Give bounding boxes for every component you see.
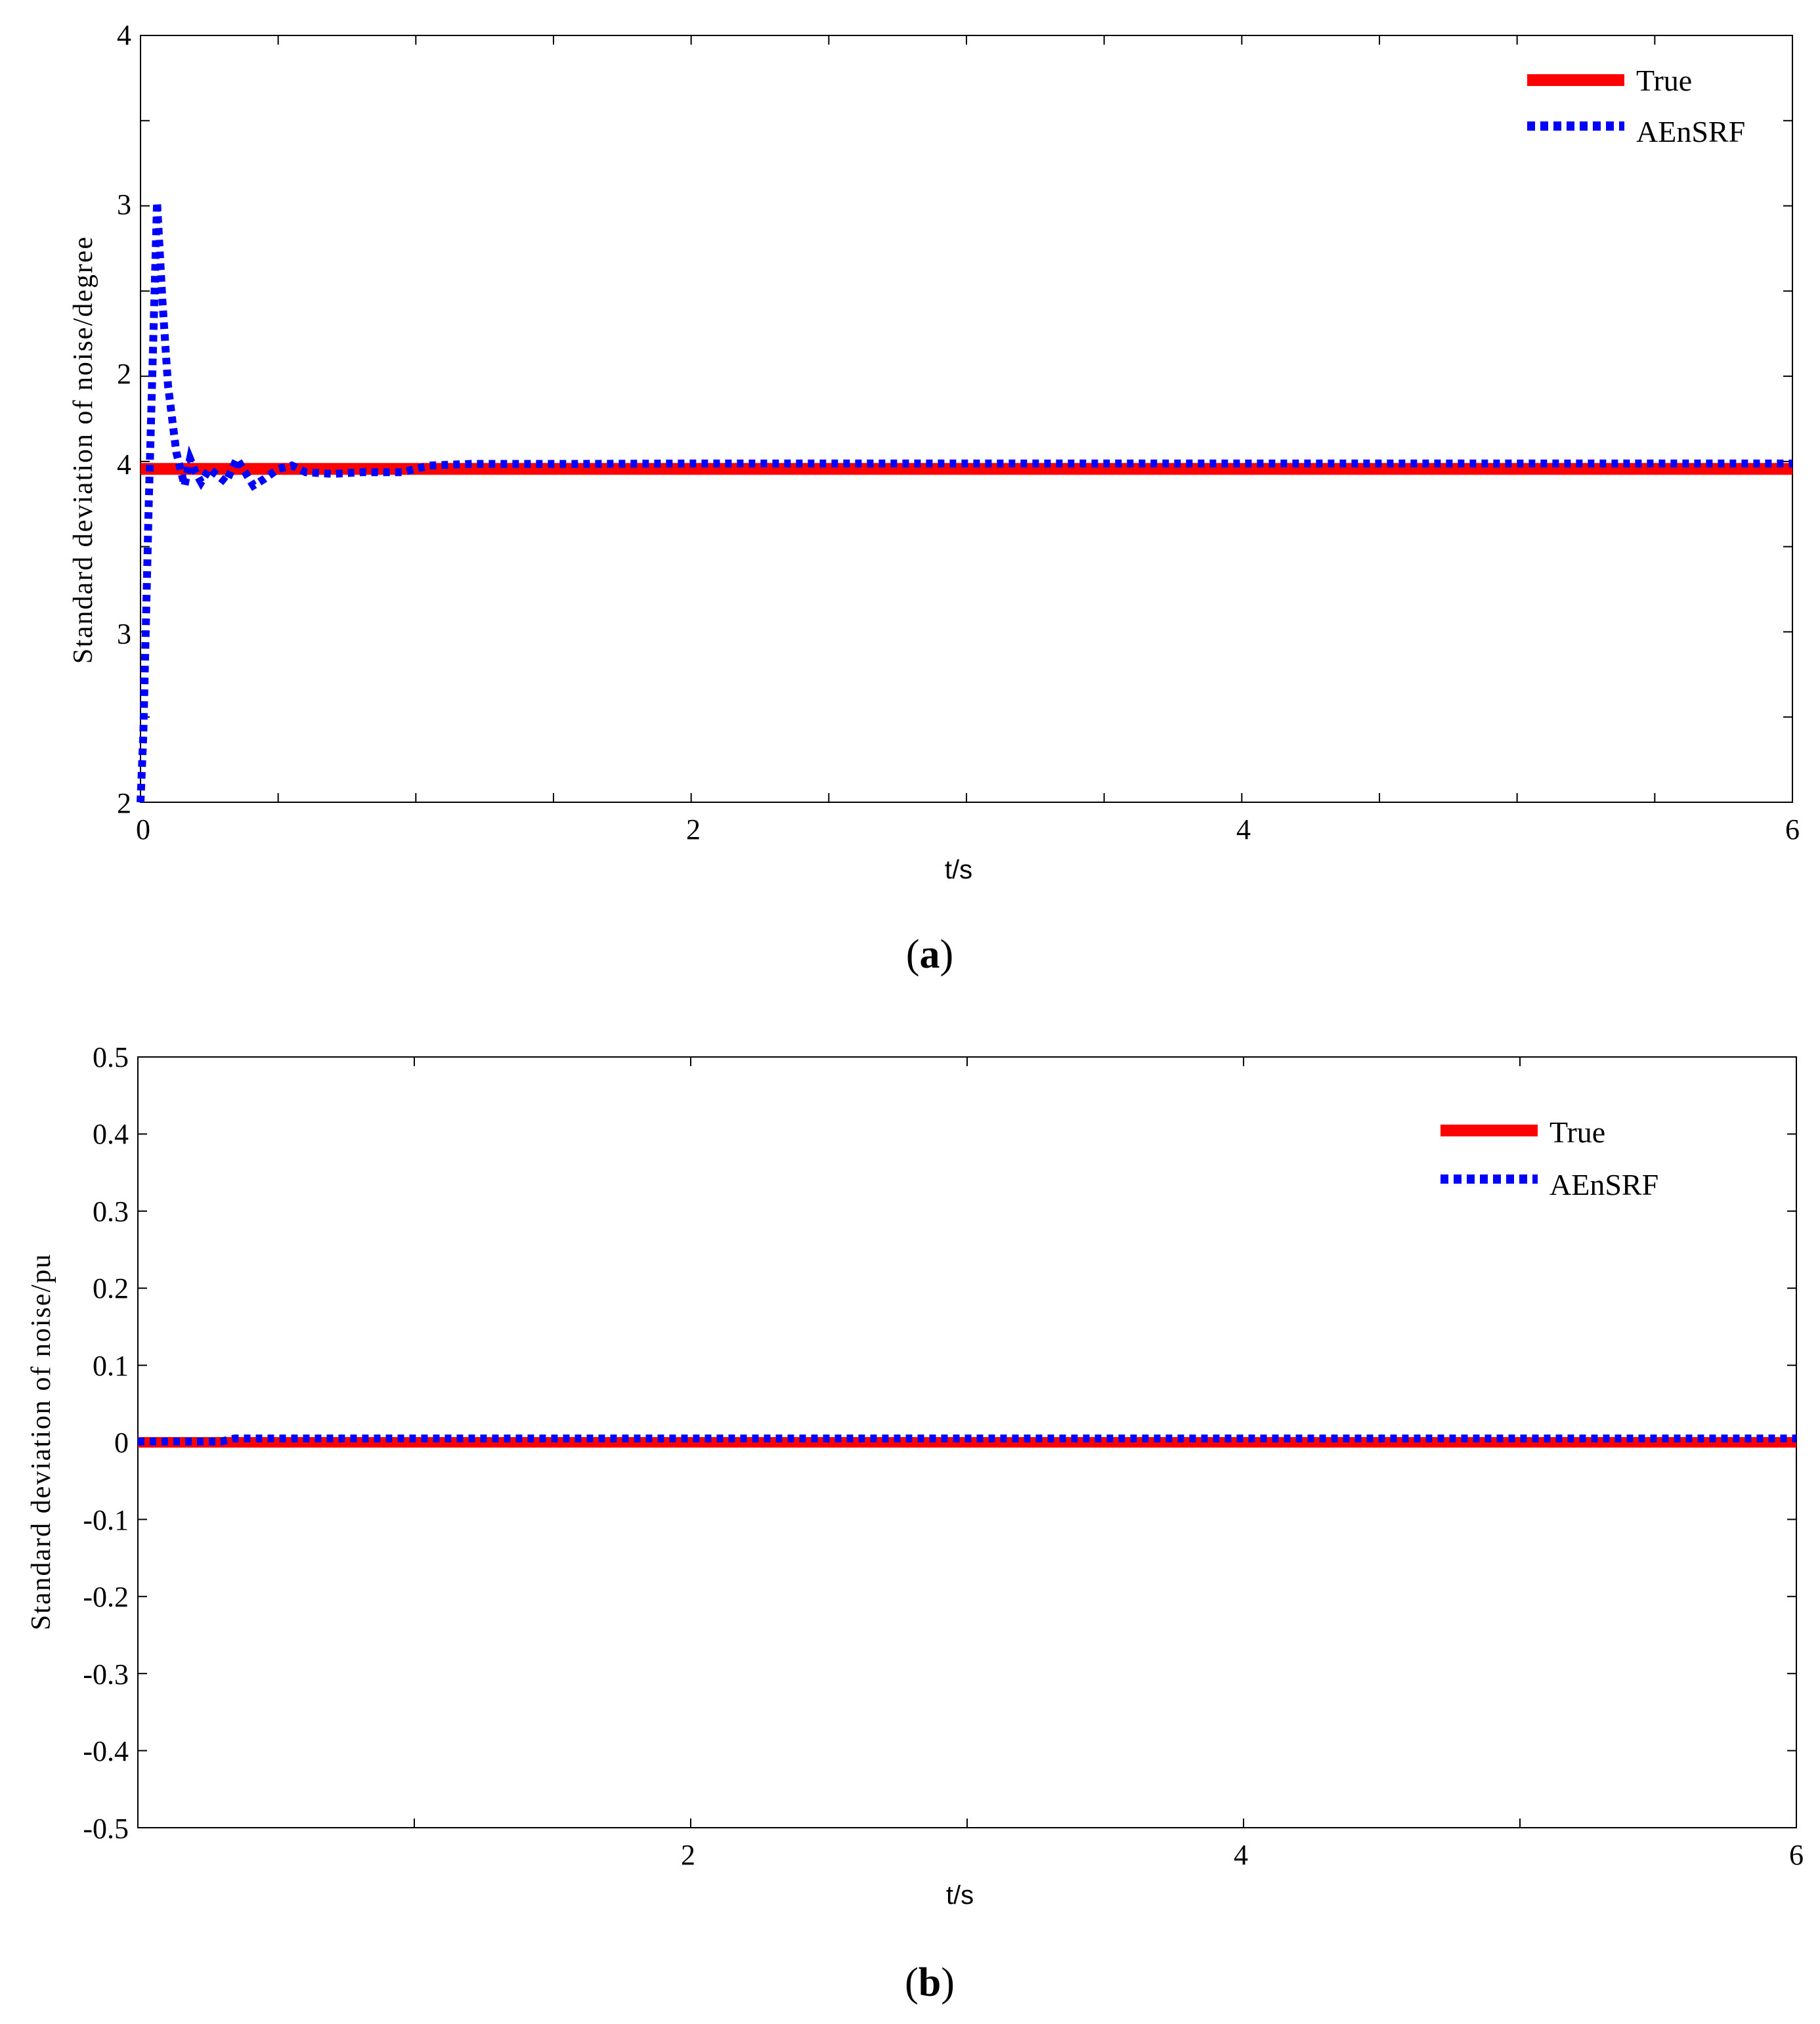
panel-a: 0 2 4 6 2 3 4 2 3 4 t/s Standard deviati… [68, 19, 1800, 977]
legend-b: True AEnSRF [1441, 1115, 1658, 1201]
x-tick-label-a-2: 4 [1236, 813, 1251, 846]
caption-b: (b) [905, 1960, 955, 2005]
legend-true-label-b: True [1549, 1115, 1605, 1149]
y-tick-label-a-1: 3 [117, 618, 131, 650]
x-tick-label-b-0: 2 [681, 1839, 695, 1871]
legend-true-label-a: True [1636, 64, 1692, 97]
y-tick-label-b-8: -0.3 [83, 1658, 129, 1690]
plot-area-a [140, 35, 1793, 803]
y-tick-label-b-3: 0.2 [93, 1272, 129, 1304]
y-tick-label-b-7: -0.2 [83, 1581, 129, 1613]
y-tick-label-b-6: -0.1 [83, 1504, 129, 1536]
caption-letter-a: a [920, 932, 940, 977]
series-aensrf-line-b [138, 1434, 1796, 1446]
x-axis-label-b: t/s [946, 1881, 974, 1910]
y-tick-label-a-0: 2 [117, 787, 131, 819]
x-tick-label-a-1: 2 [686, 813, 701, 846]
y-tick-label-b-5: 0 [114, 1427, 129, 1459]
caption-a: (a) [906, 932, 953, 977]
x-tick-label-a-0: 0 [136, 813, 150, 846]
y-axis-label-a: Standard deviation of noise/degree [68, 236, 98, 664]
y-tick-label-b-10: -0.5 [83, 1813, 129, 1845]
y-tick-label-b-1: 0.4 [93, 1118, 129, 1150]
axis-ticks-a [140, 35, 1793, 803]
legend-a: True AEnSRF [1527, 64, 1745, 148]
y-tick-label-b-0: 0.5 [93, 1041, 129, 1073]
y-tick-label-a-4: 3 [117, 188, 131, 221]
y-tick-label-b-2: 0.3 [93, 1195, 129, 1228]
y-axis-label-b: Standard deviation of noise/pu [26, 1253, 56, 1630]
y-tick-label-a-2: 4 [117, 448, 131, 481]
series-aensrf-line-a [137, 202, 1792, 803]
y-tick-label-a-5: 4 [117, 19, 131, 51]
caption-letter-b: b [919, 1960, 941, 2005]
legend-aensrf-label-a: AEnSRF [1636, 115, 1745, 148]
x-tick-label-a-3: 6 [1785, 813, 1800, 846]
x-tick-label-b-1: 4 [1234, 1839, 1248, 1871]
x-axis-label-a: t/s [945, 855, 972, 884]
legend-aensrf-label-b: AEnSRF [1549, 1168, 1658, 1201]
y-tick-label-a-3: 2 [117, 358, 131, 390]
panel-b: 2 4 6 0.5 0.4 0.3 0.2 0.1 0 -0.1 -0.2 -0… [26, 1041, 1804, 2005]
y-tick-label-b-4: 0.1 [93, 1350, 129, 1382]
y-tick-labels-b: 0.5 0.4 0.3 0.2 0.1 0 -0.1 -0.2 -0.3 -0.… [83, 1041, 129, 1845]
x-tick-label-b-2: 6 [1789, 1839, 1804, 1871]
y-tick-label-b-9: -0.4 [83, 1735, 129, 1767]
